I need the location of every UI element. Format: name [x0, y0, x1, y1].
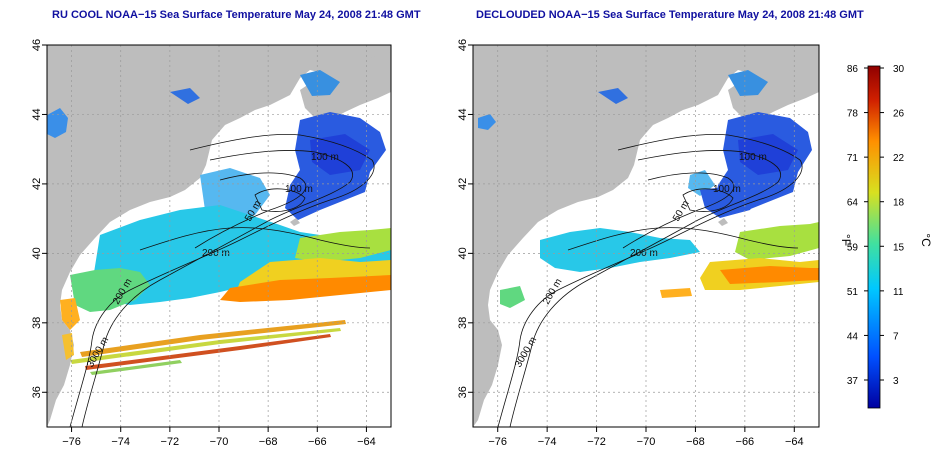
colorbar-tick-label-f: 78	[847, 109, 859, 120]
contour-label-100m-b: 100 m	[285, 184, 313, 195]
y-tick-label: 38	[457, 317, 469, 329]
y-tick-label: 36	[31, 386, 43, 398]
colorbar-tick-label-f: 86	[847, 64, 859, 75]
colorbar-tick-label-f: 44	[847, 331, 859, 342]
y-tick-label: 42	[457, 178, 469, 190]
depth-contours	[497, 134, 803, 427]
land-island	[718, 218, 728, 226]
colorbar-scale	[867, 65, 881, 409]
y-tick-label: 46	[457, 39, 469, 51]
land-mass	[473, 45, 819, 427]
depth-contours	[69, 134, 375, 427]
y-tick-label: 44	[457, 108, 469, 120]
y-tick-label: 38	[31, 317, 43, 329]
map-title-left: RU COOL NOAA−15 Sea Surface Temperature …	[52, 9, 421, 21]
map-panel-declouded: 100 m 100 m 50 m 200 m 3000 m 200 m −76−…	[457, 39, 820, 448]
x-axis: −76 −74 −72 −70 −68 −66 −64	[62, 427, 376, 448]
colorbar-tick-label-c: 26	[893, 109, 905, 120]
contour-label-200m-b: 200 m	[541, 277, 564, 307]
x-tick-label: −66	[736, 436, 755, 448]
colorbar-tick-label-c: 15	[893, 242, 905, 253]
y-tick-label: 40	[457, 247, 469, 259]
y-axis: 36 38 40 42 44 46	[31, 39, 47, 398]
x-tick-label: −66	[308, 436, 327, 448]
x-tick-label: −76	[488, 436, 507, 448]
y-axis: 36 38 40 42 44 46	[457, 39, 473, 398]
y-tick-label: 44	[31, 108, 43, 120]
land-island	[290, 218, 300, 226]
temperature-colorbar: 86 78 71 64 59 51 44 37 30 26 22 18 15 11 7 3 °F °C	[839, 64, 933, 409]
sst-data	[47, 70, 391, 375]
x-tick-label: −64	[357, 436, 376, 448]
colorbar-ticks: 86 78 71 64 59 51 44 37 30 26 22 18 15 11 7 3	[847, 64, 905, 387]
contour-label-100m-a: 100 m	[311, 152, 339, 163]
map-title-right: DECLOUDED NOAA−15 Sea Surface Temperatur…	[476, 9, 864, 21]
contour-label-100m-b: 100 m	[713, 184, 741, 195]
colorbar-tick-label-c: 11	[893, 287, 904, 298]
x-tick-label: −64	[785, 436, 804, 448]
y-tick-label: 42	[31, 178, 43, 190]
celsius-label: °C	[919, 233, 933, 247]
land-nova-scotia	[728, 52, 819, 120]
colorbar-tick-label-f: 59	[847, 242, 859, 253]
colorbar-tick-label-f: 37	[847, 376, 859, 387]
x-tick-label: −76	[62, 436, 81, 448]
map-panel-raw: 100 m 100 m 50 m 200 m 3000 m 200 m −76−…	[31, 39, 392, 448]
gridlines	[473, 45, 819, 427]
colorbar-tick-label-f: 51	[847, 287, 859, 298]
x-tick-label: −72	[587, 436, 606, 448]
colorbar-tick-label-c: 7	[893, 331, 899, 342]
colorbar-tick-label-c: 18	[893, 198, 905, 209]
colorbar-tick-label-c: 22	[893, 153, 905, 164]
contour-label-200m: 200 m	[202, 248, 230, 259]
land-mass	[47, 45, 391, 427]
fahrenheit-label: °F	[839, 234, 853, 246]
y-tick-label: 40	[31, 247, 43, 259]
x-tick-label: −72	[161, 436, 180, 448]
y-tick-label: 36	[457, 386, 469, 398]
contour-label-3000m: 3000 m	[513, 335, 539, 369]
colorbar-tick-label-f: 71	[847, 153, 859, 164]
x-axis: −76 −74 −72 −70 −68 −66 −64	[488, 427, 804, 448]
x-tick-label: −74	[538, 436, 557, 448]
gridlines	[47, 45, 391, 427]
y-tick-label: 46	[31, 39, 43, 51]
x-tick-label: −70	[637, 436, 656, 448]
land-nova-scotia	[300, 52, 391, 120]
contour-label-100m-a: 100 m	[739, 152, 767, 163]
x-tick-label: −68	[259, 436, 278, 448]
colorbar-tick-label-f: 64	[847, 198, 859, 209]
contour-label-50m: 50 m	[671, 199, 692, 224]
sst-data	[478, 70, 819, 308]
colorbar-tick-label-c: 30	[893, 64, 905, 75]
colorbar-tick-label-c: 3	[893, 376, 899, 387]
x-tick-label: −70	[210, 436, 229, 448]
x-tick-label: −74	[111, 436, 130, 448]
x-tick-label: −68	[686, 436, 705, 448]
